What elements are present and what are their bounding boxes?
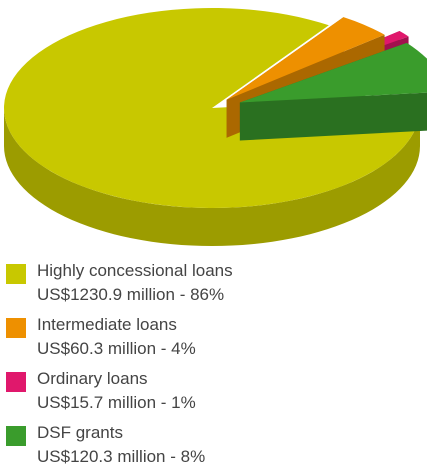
pie-slice-face	[239, 92, 427, 141]
pie-slice-top	[4, 8, 420, 208]
legend-value: US$120.3 million - 8%	[37, 447, 206, 466]
legend-item-dsf-grants: DSF grants US$120.3 million - 8%	[0, 420, 427, 474]
pie-slice-highly-concessional-loans	[4, 8, 420, 246]
pie-chart	[4, 8, 427, 246]
legend-swatch	[6, 318, 26, 338]
pie-slice-top	[226, 17, 385, 100]
pie-slice-dsf-grants	[239, 42, 427, 141]
legend-value: US$1230.9 million - 86%	[37, 285, 225, 304]
legend-item-ordinary: Ordinary loans US$15.7 million - 1%	[0, 366, 427, 420]
legend-label: Ordinary loans	[37, 369, 148, 388]
legend-swatch	[6, 264, 26, 284]
legend-label: DSF grants	[37, 423, 123, 442]
legend-item-intermediate: Intermediate loans US$60.3 million - 4%	[0, 312, 427, 366]
legend-value: US$15.7 million - 1%	[37, 393, 196, 412]
legend-item-highly-concessional: Highly concessional loans US$1230.9 mill…	[0, 258, 427, 312]
pie-slice-side	[4, 108, 420, 246]
legend-label: Highly concessional loans	[37, 261, 233, 280]
pie-slice-top	[239, 42, 427, 103]
legend-value: US$60.3 million - 4%	[37, 339, 196, 358]
legend-swatch	[6, 372, 26, 392]
legend-label: Intermediate loans	[37, 315, 177, 334]
legend-swatch	[6, 426, 26, 446]
